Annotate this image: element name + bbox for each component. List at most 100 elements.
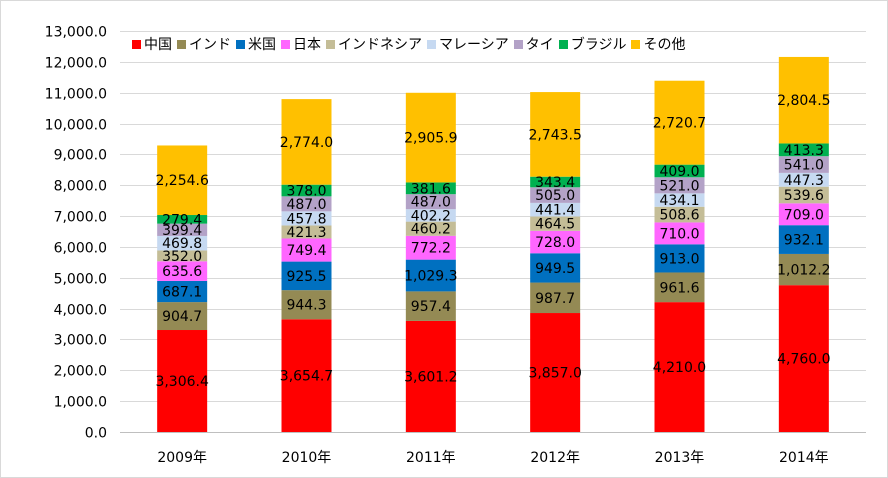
bar-segment-3-3 bbox=[530, 230, 581, 254]
legend-label: インドネシア bbox=[338, 37, 422, 53]
legend-item: タイ bbox=[513, 34, 554, 54]
data-label-0-0: 3,306.4 bbox=[155, 374, 209, 390]
data-label-1-8: 2,774.0 bbox=[280, 135, 333, 151]
bar-segment-0-8 bbox=[157, 145, 208, 216]
data-label-4-0: 4,210.0 bbox=[653, 360, 706, 376]
bar-segment-4-8 bbox=[654, 80, 705, 165]
y-tick-label: 6,000.0 bbox=[54, 241, 107, 257]
legend-item: インドネシア bbox=[326, 34, 422, 54]
legend-item: 米国 bbox=[236, 34, 276, 54]
bar-segment-0-4 bbox=[157, 250, 208, 262]
legend-label: ブラジル bbox=[570, 37, 627, 53]
data-label-4-3: 710.0 bbox=[659, 226, 699, 242]
data-label-3-8: 2,743.5 bbox=[528, 127, 581, 143]
legend-swatch bbox=[631, 39, 641, 49]
data-label-0-4: 352.0 bbox=[162, 249, 202, 265]
data-label-3-0: 3,857.0 bbox=[528, 366, 581, 382]
data-label-1-3: 749.4 bbox=[286, 243, 326, 259]
legend-label: 日本 bbox=[293, 37, 321, 53]
data-label-1-4: 421.3 bbox=[286, 225, 326, 241]
bar-segment-1-1 bbox=[281, 290, 332, 320]
legend-swatch bbox=[326, 39, 335, 49]
data-label-1-0: 3,654.7 bbox=[280, 369, 333, 385]
y-tick-label: 8,000.0 bbox=[54, 179, 107, 195]
legend-label: その他 bbox=[643, 37, 686, 53]
data-label-3-7: 343.4 bbox=[535, 175, 575, 191]
bars bbox=[157, 56, 829, 432]
data-label-4-5: 434.1 bbox=[659, 193, 699, 209]
bar-segment-3-1 bbox=[530, 282, 581, 314]
legend-item: マレーシア bbox=[427, 34, 509, 54]
legend-swatch bbox=[558, 39, 568, 49]
legend-swatch bbox=[427, 39, 436, 49]
data-label-1-2: 925.5 bbox=[286, 269, 326, 285]
data-label-0-8: 2,254.6 bbox=[155, 173, 209, 189]
bar-segment-0-6 bbox=[157, 223, 208, 236]
bar-segment-5-6 bbox=[778, 156, 829, 173]
data-label-2-4: 460.2 bbox=[411, 222, 451, 238]
bar-segment-4-3 bbox=[654, 222, 705, 245]
legend-label: 米国 bbox=[248, 37, 276, 53]
data-label-5-7: 413.3 bbox=[784, 143, 824, 159]
data-label-2-2: 1,029.3 bbox=[404, 269, 457, 285]
data-label-0-2: 687.1 bbox=[162, 285, 202, 301]
bar-segment-1-2 bbox=[281, 261, 332, 291]
bar-segment-1-3 bbox=[281, 238, 332, 262]
y-tick-label: 5,000.0 bbox=[54, 272, 107, 288]
bar-segment-3-4 bbox=[530, 216, 581, 231]
data-label-4-8: 2,720.7 bbox=[653, 116, 706, 132]
x-tick-label: 2013年 bbox=[655, 450, 705, 466]
data-label-2-8: 2,905.9 bbox=[404, 131, 457, 147]
data-label-1-5: 457.8 bbox=[286, 211, 326, 227]
data-label-5-1: 1,012.2 bbox=[777, 263, 830, 279]
x-tick-label: 2010年 bbox=[282, 450, 332, 466]
data-label-0-5: 469.8 bbox=[162, 236, 202, 252]
bar-segment-3-2 bbox=[530, 253, 581, 283]
bar-segment-4-6 bbox=[654, 177, 705, 194]
bar-segment-0-7 bbox=[157, 215, 208, 224]
bar-segment-3-7 bbox=[530, 176, 581, 188]
legend-item: 日本 bbox=[281, 34, 321, 54]
bar-segment-5-4 bbox=[778, 186, 829, 204]
data-label-5-8: 2,804.5 bbox=[777, 93, 830, 109]
bar-segment-0-3 bbox=[157, 261, 208, 281]
bar-segment-0-0 bbox=[157, 330, 208, 432]
bar-segment-5-2 bbox=[778, 225, 829, 254]
data-label-1-7: 378.0 bbox=[286, 184, 326, 200]
bar-segment-1-7 bbox=[281, 184, 332, 197]
bar-segment-1-8 bbox=[281, 99, 332, 185]
data-label-2-6: 487.0 bbox=[411, 195, 451, 211]
bar-segment-0-2 bbox=[157, 280, 208, 303]
x-tick-label: 2009年 bbox=[157, 450, 207, 466]
data-label-5-0: 4,760.0 bbox=[777, 352, 830, 368]
bar-segment-0-5 bbox=[157, 235, 208, 251]
bar-segment-5-8 bbox=[778, 56, 829, 144]
legend-label: タイ bbox=[525, 37, 554, 53]
legend-swatch bbox=[177, 39, 186, 49]
data-label-0-1: 904.7 bbox=[162, 309, 202, 325]
y-tick-label: 3,000.0 bbox=[54, 333, 107, 349]
y-tick-label: 1,000.0 bbox=[54, 395, 107, 411]
data-labels: 3,306.4 904.7 687.1 635.6352.0469.8399.4279… bbox=[155, 93, 830, 390]
data-label-2-0: 3,601.2 bbox=[404, 369, 457, 385]
data-label-5-6: 541.0 bbox=[784, 158, 824, 174]
y-tick-label: 0.0 bbox=[85, 426, 107, 442]
legend-item: 中国 bbox=[132, 34, 172, 54]
data-label-4-6: 521.0 bbox=[659, 178, 699, 194]
legend-label: 中国 bbox=[144, 37, 172, 53]
legend-item: インド bbox=[177, 34, 231, 54]
bar-segment-2-4 bbox=[405, 221, 456, 236]
legend-label: マレーシア bbox=[439, 37, 509, 53]
bar-segment-2-2 bbox=[405, 259, 456, 292]
bar-segment-1-0 bbox=[281, 319, 332, 432]
data-label-1-1: 944.3 bbox=[286, 298, 326, 314]
data-label-2-1: 957.4 bbox=[411, 299, 451, 315]
data-label-3-2: 949.5 bbox=[535, 261, 575, 277]
x-tick-label: 2011年 bbox=[406, 450, 456, 466]
y-tick-label: 10,000.0 bbox=[45, 118, 107, 134]
legend-swatch bbox=[513, 39, 523, 49]
data-label-4-4: 508.6 bbox=[659, 208, 699, 224]
data-label-1-6: 487.0 bbox=[286, 197, 326, 213]
y-tick-label: 11,000.0 bbox=[45, 87, 107, 103]
